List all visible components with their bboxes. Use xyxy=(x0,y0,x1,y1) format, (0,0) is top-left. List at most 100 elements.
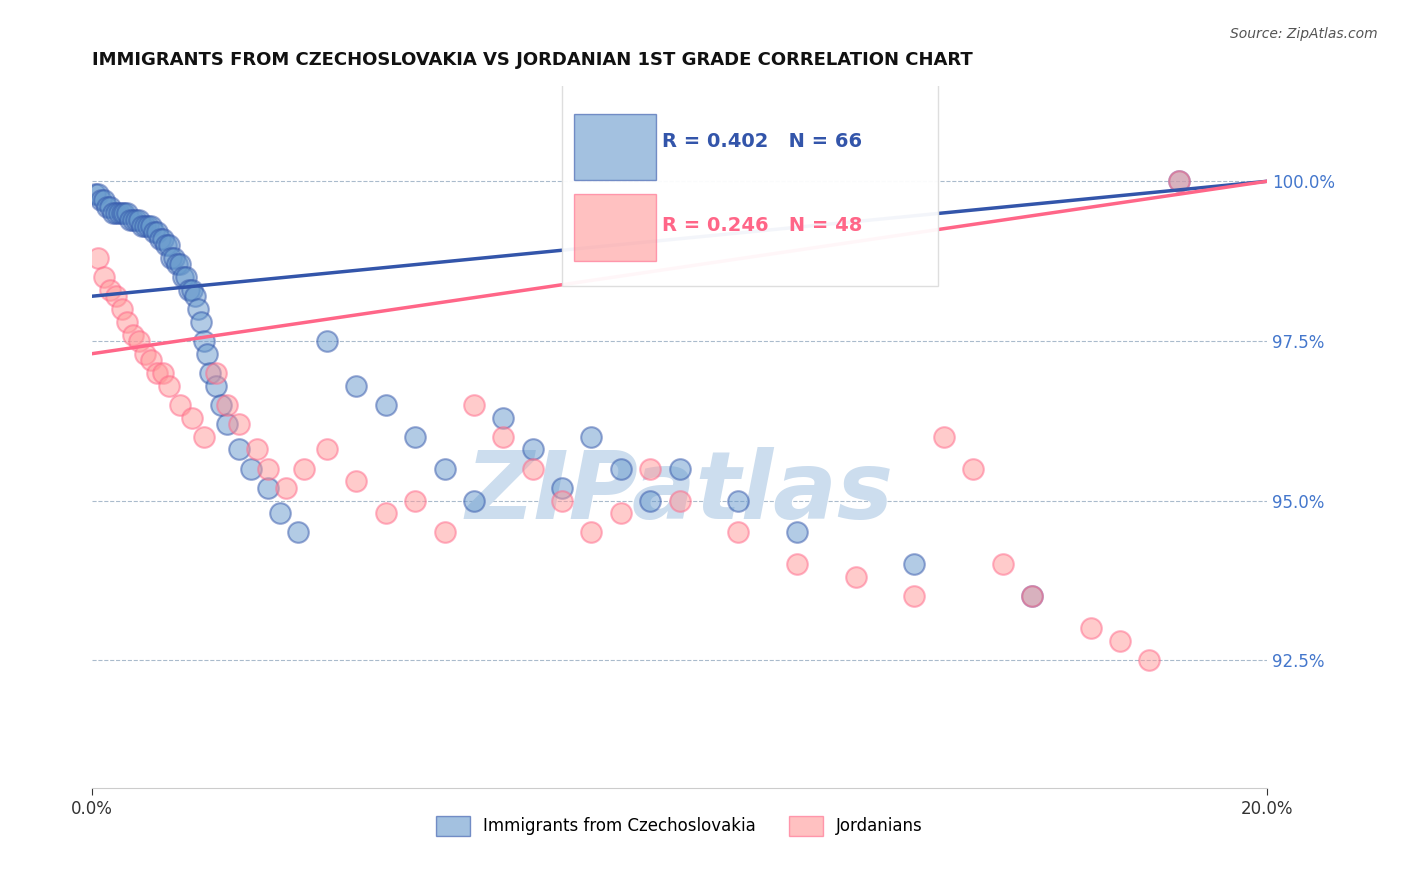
Point xyxy=(139,353,162,368)
Legend: Immigrants from Czechoslovakia, Jordanians: Immigrants from Czechoslovakia, Jordania… xyxy=(430,809,929,843)
Point xyxy=(96,200,118,214)
Point xyxy=(610,461,633,475)
Point xyxy=(845,570,868,584)
Point xyxy=(316,442,339,457)
Point xyxy=(117,206,139,220)
Point xyxy=(246,442,269,457)
Text: R = 0.246   N = 48: R = 0.246 N = 48 xyxy=(662,217,862,235)
Point xyxy=(155,238,177,252)
Point xyxy=(228,417,250,431)
Point xyxy=(117,315,139,329)
Point xyxy=(142,225,165,239)
Point xyxy=(374,506,396,520)
Point xyxy=(269,506,291,520)
Point xyxy=(104,206,127,220)
Point xyxy=(1109,634,1132,648)
Point xyxy=(292,461,315,475)
Point xyxy=(463,398,485,412)
Point xyxy=(228,442,250,457)
Point xyxy=(492,410,515,425)
Point xyxy=(125,212,148,227)
Point xyxy=(101,206,124,220)
Point xyxy=(1139,653,1161,667)
Point xyxy=(114,206,136,220)
Point xyxy=(193,430,215,444)
Point xyxy=(551,481,574,495)
Point xyxy=(131,219,153,233)
Point xyxy=(257,461,280,475)
Point xyxy=(110,301,132,316)
Point xyxy=(122,327,145,342)
Point xyxy=(107,206,129,220)
Point xyxy=(274,481,297,495)
Point xyxy=(1021,589,1043,603)
Point xyxy=(152,232,174,246)
FancyBboxPatch shape xyxy=(574,113,657,180)
Point xyxy=(93,270,115,285)
Text: ZIPatlas: ZIPatlas xyxy=(465,447,894,539)
Point xyxy=(157,378,180,392)
Point xyxy=(433,461,456,475)
Point xyxy=(991,558,1014,572)
Point xyxy=(177,283,200,297)
Point xyxy=(169,257,191,271)
Point xyxy=(638,493,661,508)
Point xyxy=(239,461,262,475)
Text: R = 0.402   N = 66: R = 0.402 N = 66 xyxy=(662,132,862,152)
Point xyxy=(139,219,162,233)
Point xyxy=(174,270,197,285)
Point xyxy=(727,525,749,540)
Point xyxy=(181,410,204,425)
Point xyxy=(146,225,169,239)
Point xyxy=(149,232,172,246)
Point xyxy=(98,283,121,297)
Point xyxy=(166,257,188,271)
FancyBboxPatch shape xyxy=(562,75,938,285)
FancyBboxPatch shape xyxy=(574,194,657,261)
Point xyxy=(136,219,159,233)
Point xyxy=(962,461,984,475)
Point xyxy=(346,378,368,392)
Point xyxy=(93,194,115,208)
Point xyxy=(204,366,226,380)
Point xyxy=(668,493,690,508)
Point xyxy=(87,187,110,202)
Point xyxy=(492,430,515,444)
Point xyxy=(157,238,180,252)
Point xyxy=(903,589,925,603)
Point xyxy=(84,187,107,202)
Point xyxy=(668,461,690,475)
Point xyxy=(110,206,132,220)
Point xyxy=(128,212,150,227)
Point xyxy=(184,289,207,303)
Point xyxy=(90,194,112,208)
Point xyxy=(134,219,156,233)
Point xyxy=(551,493,574,508)
Point xyxy=(581,430,603,444)
Point xyxy=(316,334,339,348)
Point xyxy=(727,493,749,508)
Point xyxy=(903,558,925,572)
Point xyxy=(404,493,426,508)
Point xyxy=(581,525,603,540)
Point xyxy=(169,398,191,412)
Point xyxy=(193,334,215,348)
Text: Source: ZipAtlas.com: Source: ZipAtlas.com xyxy=(1230,27,1378,41)
Point xyxy=(1167,174,1189,188)
Point xyxy=(522,442,544,457)
Point xyxy=(638,461,661,475)
Point xyxy=(374,398,396,412)
Point xyxy=(181,283,204,297)
Point xyxy=(786,525,808,540)
Point xyxy=(98,200,121,214)
Point xyxy=(146,366,169,380)
Point xyxy=(786,558,808,572)
Text: IMMIGRANTS FROM CZECHOSLOVAKIA VS JORDANIAN 1ST GRADE CORRELATION CHART: IMMIGRANTS FROM CZECHOSLOVAKIA VS JORDAN… xyxy=(93,51,973,69)
Point xyxy=(932,430,955,444)
Point xyxy=(1080,621,1102,635)
Point xyxy=(463,493,485,508)
Point xyxy=(1021,589,1043,603)
Point xyxy=(152,366,174,380)
Point xyxy=(433,525,456,540)
Point xyxy=(287,525,309,540)
